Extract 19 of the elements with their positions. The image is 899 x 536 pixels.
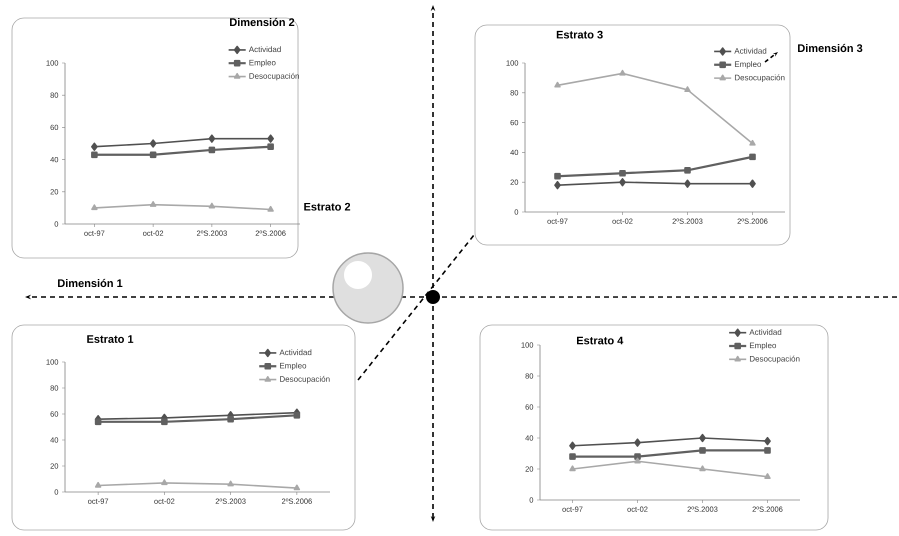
legend-label: Desocupación: [734, 74, 784, 82]
legend-label: Empleo: [280, 362, 306, 370]
legend-label: Desocupación: [249, 72, 299, 80]
text: Dimensión 3: [798, 44, 862, 52]
legend-label: Empleo: [249, 60, 276, 68]
legend-label: Empleo: [750, 342, 776, 350]
legend-label: Empleo: [734, 61, 762, 69]
legend-label: Desocupación: [750, 356, 800, 364]
chart-title: Estrato 1: [87, 335, 134, 343]
legend-label: Actividad: [248, 46, 281, 52]
legend-label: Actividad: [734, 48, 766, 54]
legend-label: Actividad: [279, 349, 312, 356]
legend-label: Actividad: [749, 329, 782, 335]
text: Dimensión 1: [58, 278, 122, 288]
chart-title: Estrato 3: [556, 30, 603, 39]
chart-title: Estrato 4: [577, 336, 624, 344]
text: Dimensión 2: [230, 18, 294, 26]
text: Estrato 2: [304, 202, 350, 211]
legend-label: Desocupación: [280, 376, 330, 384]
